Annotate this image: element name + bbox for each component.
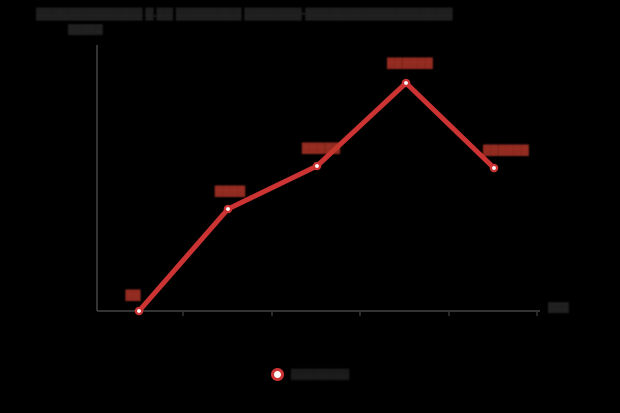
data-point-label-3: ▓▓▓▓▓▓ <box>387 57 433 69</box>
data-point-marker-1 <box>223 204 233 214</box>
marker-group <box>134 78 499 316</box>
legend-series-label: ▓▓▓▓▓▓▓▓ <box>290 369 350 380</box>
x-axis-unit-label: ▓▓▓ <box>548 302 569 313</box>
data-point-marker-3 <box>401 78 411 88</box>
data-point-marker-2 <box>312 161 322 171</box>
data-point-label-0: ▓▓ <box>125 289 141 301</box>
data-point-label-2: ▓▓▓▓▓ <box>301 142 341 154</box>
circle-marker-icon <box>270 368 284 381</box>
data-point-label-4: ▓▓▓▓▓▓ <box>483 144 529 156</box>
data-point-marker-0 <box>134 306 144 316</box>
data-point-label-1: ▓▓▓▓ <box>214 185 246 197</box>
chart-title: ▓▓▓▓▓▓▓▓▓▓▓▓▓ ▓.▓▓ ▓▓▓▓▓▓▓▓ ▓▓▓▓▓▓▓-▓▓▓▓… <box>36 8 453 20</box>
series-group <box>136 80 497 314</box>
data-point-marker-4 <box>489 163 499 173</box>
y-axis-unit-label: ▓▓▓▓▓ <box>68 24 103 35</box>
series-line <box>136 80 497 314</box>
chart-legend: ▓▓▓▓▓▓▓▓ <box>0 368 620 381</box>
axis-group <box>96 45 540 316</box>
